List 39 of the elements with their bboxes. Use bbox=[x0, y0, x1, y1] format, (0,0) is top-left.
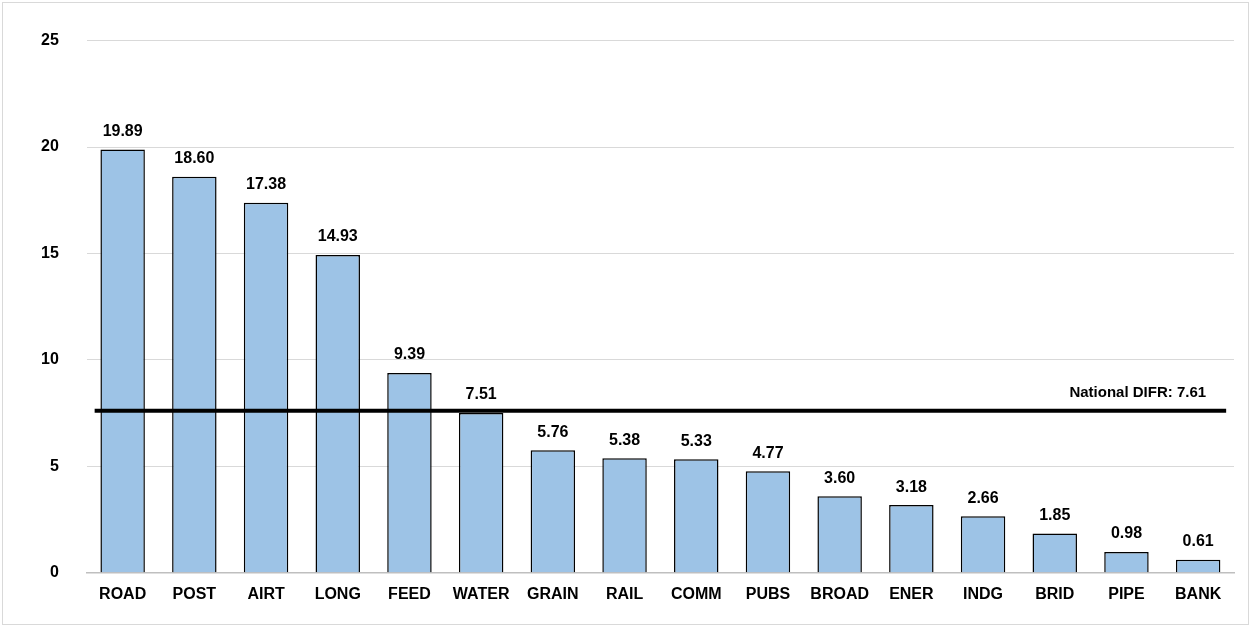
y-tick-label: 15 bbox=[41, 243, 59, 261]
y-tick-label: 20 bbox=[41, 137, 59, 155]
data-label: 3.60 bbox=[824, 468, 856, 486]
ref-line-label: National DIFR: 7.61 bbox=[1069, 383, 1207, 401]
y-tick-label: 25 bbox=[41, 31, 59, 49]
data-label: 1.85 bbox=[1039, 505, 1071, 523]
data-label: 17.38 bbox=[246, 175, 287, 193]
x-tick-label: FEED bbox=[388, 584, 431, 602]
x-tick-label: POST bbox=[172, 584, 217, 602]
x-tick-label: GRAIN bbox=[527, 584, 579, 602]
x-tick-label: PUBS bbox=[745, 584, 791, 602]
y-tick-label: 0 bbox=[49, 563, 59, 581]
x-tick-label: BRID bbox=[1035, 584, 1075, 602]
x-tick-label: BROAD bbox=[810, 584, 869, 602]
x-tick-label: COMM bbox=[670, 584, 722, 602]
data-label: 9.39 bbox=[393, 345, 426, 363]
x-tick-label: WATER bbox=[452, 584, 510, 602]
data-label: 19.89 bbox=[102, 121, 143, 139]
data-label: 0.98 bbox=[1110, 524, 1143, 542]
x-tick-label: AIRT bbox=[247, 584, 285, 602]
x-tick-label: INDG bbox=[963, 584, 1004, 602]
data-label: 7.51 bbox=[465, 385, 497, 403]
data-label: 5.38 bbox=[608, 430, 641, 448]
x-tick-label: PIPE bbox=[1108, 584, 1145, 602]
x-tick-label: ENER bbox=[889, 584, 935, 602]
data-label: 3.18 bbox=[895, 477, 928, 495]
y-tick-label: 5 bbox=[49, 456, 59, 474]
data-label: 5.76 bbox=[537, 422, 569, 440]
data-label: 4.77 bbox=[752, 443, 784, 461]
data-label: 2.66 bbox=[967, 488, 999, 506]
x-tick-label: BANK bbox=[1175, 584, 1222, 602]
data-label: 18.60 bbox=[174, 149, 215, 167]
x-tick-label: RAIL bbox=[605, 584, 644, 602]
data-label: 5.33 bbox=[680, 431, 712, 449]
x-tick-label: LONG bbox=[314, 584, 361, 602]
y-tick-label: 10 bbox=[41, 350, 59, 368]
data-label: 0.61 bbox=[1182, 532, 1214, 550]
data-label: 14.93 bbox=[317, 227, 358, 245]
x-tick-label: ROAD bbox=[99, 584, 147, 602]
